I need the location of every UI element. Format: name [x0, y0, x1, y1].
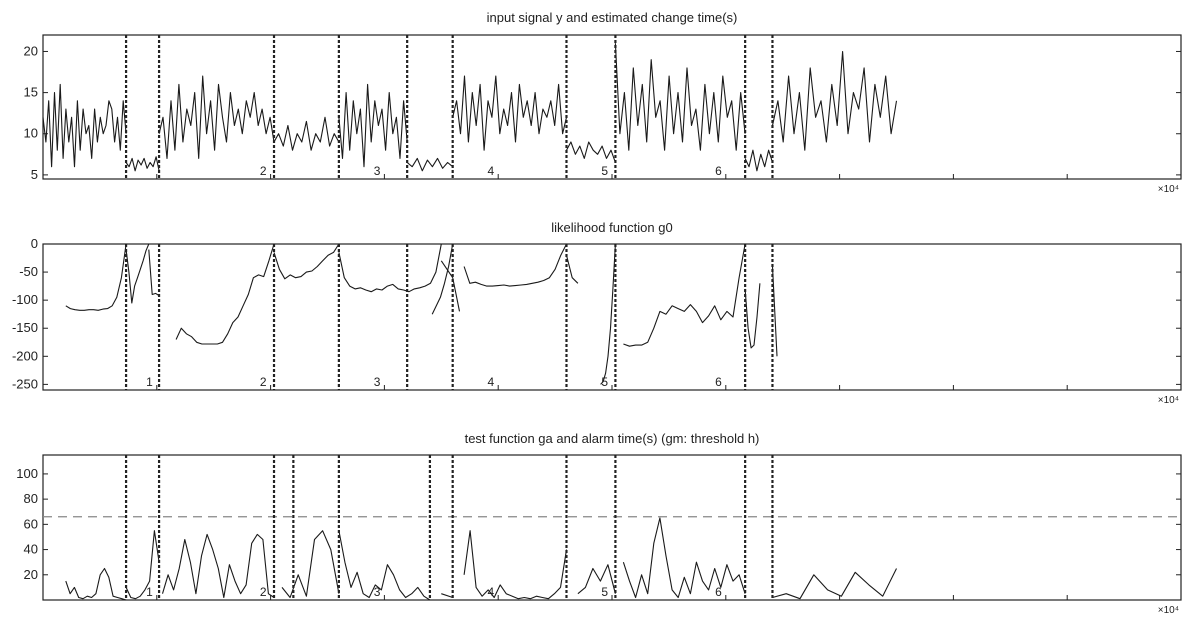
x-multiplier-label: ×10⁴	[1158, 605, 1179, 616]
y-tick-label: 0	[31, 236, 38, 251]
series-line	[281, 530, 340, 599]
series-line	[463, 530, 568, 600]
series-line	[125, 530, 160, 600]
y-tick-label: 5	[31, 167, 38, 182]
x-multiplier-label: ×10⁴	[1158, 395, 1179, 406]
series-line	[406, 157, 454, 172]
series-line	[65, 243, 127, 311]
y-tick-label: -50	[19, 264, 38, 279]
segment-label: 2	[260, 375, 267, 389]
segment-label: 3	[374, 164, 381, 178]
panel-input-signal: input signal y and estimated change time…	[24, 10, 1182, 195]
series-line	[744, 149, 774, 172]
y-tick-label: -200	[12, 348, 38, 363]
series-line	[125, 243, 150, 304]
series-line	[452, 277, 461, 312]
chart-title: test function ga and alarm time(s) (gm: …	[465, 431, 760, 446]
series-line	[463, 243, 567, 287]
axes-frame	[42, 454, 1182, 601]
y-tick-label: 20	[24, 567, 38, 582]
y-tick-label: 100	[16, 466, 38, 481]
series-line	[273, 116, 340, 151]
series-line	[452, 75, 568, 151]
segment-label: 2	[260, 585, 267, 599]
series-line	[600, 243, 616, 385]
series-line	[622, 517, 746, 599]
segment-label: 1	[146, 585, 153, 599]
segment-label: 2	[260, 164, 267, 178]
segment-label: 6	[715, 375, 722, 389]
series-line	[440, 260, 454, 279]
segment-label: 4	[488, 375, 495, 389]
series-line	[175, 243, 275, 345]
series-line	[565, 255, 579, 284]
series-line	[158, 75, 275, 159]
series-line	[338, 530, 431, 601]
y-tick-label: 40	[24, 542, 38, 557]
chart-title: input signal y and estimated change time…	[487, 10, 738, 25]
segment-label: 4	[488, 585, 495, 599]
series-line	[42, 83, 127, 168]
series-line	[744, 283, 761, 349]
y-tick-label: -100	[12, 292, 38, 307]
segment-label: 1	[146, 375, 153, 389]
y-tick-label: 80	[24, 491, 38, 506]
segment-label: 3	[374, 375, 381, 389]
series-line	[161, 533, 275, 599]
series-line	[772, 568, 897, 600]
panel-likelihood: likelihood function g0 0 -50 -100 -150 -200 -2…	[12, 220, 1182, 406]
segment-label: 5	[601, 164, 608, 178]
series-line	[338, 83, 408, 168]
series-line	[771, 50, 898, 151]
chart-title: likelihood function g0	[551, 220, 672, 235]
series-line	[577, 564, 616, 595]
series-line	[338, 243, 442, 293]
y-tick-label: 10	[24, 126, 38, 141]
axes-frame	[42, 243, 1182, 391]
y-tick-label: 20	[24, 43, 38, 58]
y-tick-label: -150	[12, 320, 38, 335]
y-tick-label: 60	[24, 516, 38, 531]
series-line	[273, 243, 340, 280]
panel-test-function: test function ga and alarm time(s) (gm: …	[16, 431, 1182, 616]
segment-label: 3	[374, 585, 381, 599]
series-line	[623, 243, 746, 347]
series-line	[441, 593, 453, 599]
segment-label: 6	[715, 585, 722, 599]
axes-frame	[42, 34, 1182, 180]
segment-label: 5	[601, 375, 608, 389]
segment-label: 4	[488, 164, 495, 178]
series-line	[125, 156, 160, 172]
segment-label: 5	[601, 585, 608, 599]
segment-label: 6	[715, 164, 722, 178]
series-line	[148, 249, 160, 297]
series-line	[65, 567, 127, 601]
y-tick-label: 15	[24, 85, 38, 100]
x-multiplier-label: ×10⁴	[1158, 184, 1179, 195]
y-tick-label: -250	[12, 376, 38, 391]
series-line	[566, 141, 616, 163]
series-line	[431, 243, 454, 315]
series-line	[614, 43, 746, 151]
